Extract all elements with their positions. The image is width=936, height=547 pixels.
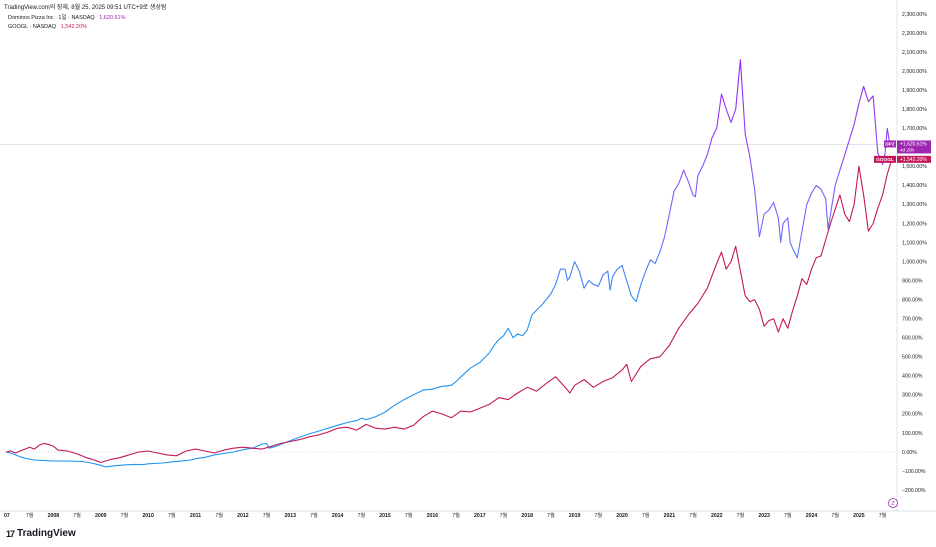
y-tick-label: 900.00% (902, 278, 923, 284)
x-tick-label: 7월 (642, 511, 650, 519)
y-tick-label: 2,100.00% (902, 50, 927, 56)
y-tick-label: 1,900.00% (902, 88, 927, 94)
y-tick-label: 1,800.00% (902, 107, 927, 113)
x-tick-label: 2025 (853, 513, 865, 519)
x-tick-label: 2024 (806, 513, 818, 519)
x-tick-label: 2018 (521, 513, 533, 519)
price-tag-symbol: GOOGL (876, 157, 894, 163)
x-tick-label: 2022 (711, 513, 723, 519)
y-tick-label: 400.00% (902, 374, 923, 380)
legend-label-googl: GOOGL · NASDAQ (8, 24, 57, 30)
x-tick-label: 2017 (474, 513, 486, 519)
z-order-badge-circle (888, 498, 898, 508)
y-tick-label: 2,000.00% (902, 69, 927, 75)
series-line-googl (5, 158, 893, 464)
x-tick-label: 7월 (121, 511, 129, 519)
x-tick-label: 7월 (500, 511, 508, 519)
x-tick-label: 7월 (358, 511, 366, 519)
x-axis: 07 7월 2008 7월 2009 7월 2010 7월 2011 7월 2012 7월 2013 7월… (4, 511, 887, 519)
legend-value-dpz: 1,620.61% (99, 15, 126, 21)
price-tag-symbol-bg (884, 140, 896, 148)
price-tag-dpz: DPZ +1,620.61%4d 20h (884, 140, 931, 154)
y-tick-label: 1,200.00% (902, 221, 927, 227)
x-tick-label: 7월 (594, 511, 602, 519)
x-tick-label: 2020 (616, 513, 628, 519)
price-tag-value-bg (897, 140, 931, 154)
x-tick-label: 2009 (95, 513, 107, 519)
y-tick-label: 1,400.00% (902, 183, 927, 189)
legend-item-googl[interactable]: GOOGL · NASDAQ 1,542.20% (8, 23, 126, 32)
price-tags: DPZ +1,620.61%4d 20h GOOGL +1,542.20% Z (874, 140, 931, 508)
chart-snapshot-note: TradingView.com의 장재, 8월 25, 2025 09:51 U… (4, 5, 167, 11)
series-line-dpz (5, 59, 893, 468)
x-tick-label: 2016 (427, 513, 439, 519)
x-tick-label: 07 (4, 513, 10, 519)
x-tick-label: 7월 (73, 511, 81, 519)
x-tick-label: 2019 (569, 513, 581, 519)
y-tick-label: 800.00% (902, 297, 923, 303)
y-tick-label: 1,700.00% (902, 126, 927, 132)
legend-value-googl: 1,542.20% (60, 24, 87, 30)
y-tick-label: 1,100.00% (902, 240, 927, 246)
x-tick-label: 7월 (310, 511, 318, 519)
y-tick-label: −200.00% (902, 488, 926, 494)
y-tick-label: 1,000.00% (902, 259, 927, 265)
y-tick-label: 2,200.00% (902, 31, 927, 37)
y-tick-label: 1,300.00% (902, 202, 927, 208)
price-tag-countdown: 4d 20h (900, 148, 914, 153)
y-tick-label: 0.00% (902, 450, 917, 456)
y-tick-label: 500.00% (902, 355, 923, 361)
x-tick-label: 7월 (168, 511, 176, 519)
tradingview-logo-icon: 17 (6, 528, 15, 539)
y-tick-label: 1,500.00% (902, 164, 927, 170)
x-tick-label: 7월 (737, 511, 745, 519)
x-tick-label: 2010 (142, 513, 154, 519)
x-tick-label: 7월 (689, 511, 697, 519)
series-layer (5, 59, 893, 468)
x-tick-label: 2021 (664, 513, 676, 519)
x-tick-label: 7월 (831, 511, 839, 519)
y-tick-label: 600.00% (902, 336, 923, 342)
price-tag-symbol: DPZ (885, 142, 895, 148)
legend-label-dpz: Dominos Pizza Inc · 1일 · NASDAQ (8, 15, 95, 21)
legend: Dominos Pizza Inc · 1일 · NASDAQ 1,620.61… (8, 14, 126, 32)
price-tag-symbol-bg (874, 155, 896, 163)
x-tick-label: 7월 (215, 511, 223, 519)
tradingview-logo[interactable]: 17 TradingView (6, 528, 76, 539)
x-tick-label: 2013 (285, 513, 297, 519)
x-tick-label: 2015 (379, 513, 391, 519)
y-tick-label: −100.00% (902, 469, 926, 475)
tradingview-logo-text: TradingView (17, 528, 76, 539)
z-order-badge-label: Z (891, 501, 895, 507)
legend-item-dpz[interactable]: Dominos Pizza Inc · 1일 · NASDAQ 1,620.61… (8, 14, 126, 23)
price-tag-googl: GOOGL +1,542.20% (874, 155, 931, 163)
y-tick-label: 300.00% (902, 393, 923, 399)
z-order-badge: Z (888, 498, 898, 508)
y-tick-label: 2,300.00% (902, 12, 927, 18)
x-tick-label: 7월 (784, 511, 792, 519)
x-tick-label: 2008 (48, 513, 60, 519)
x-tick-label: 2023 (758, 513, 770, 519)
x-tick-label: 7월 (26, 511, 34, 519)
x-tick-label: 7월 (879, 511, 887, 519)
x-tick-label: 7월 (547, 511, 555, 519)
price-tag-value: +1,542.20% (900, 157, 927, 163)
price-tag-value: +1,620.61% (900, 142, 927, 148)
x-tick-label: 2011 (190, 513, 201, 519)
price-tag-value-bg (897, 155, 931, 163)
y-tick-label: 700.00% (902, 316, 923, 322)
x-tick-label: 2012 (237, 513, 249, 519)
x-tick-label: 2014 (332, 513, 344, 519)
y-tick-label: 200.00% (902, 412, 923, 418)
y-axis: 2,300.00% 2,200.00% 2,100.00% 2,000.00% 1,90… (902, 12, 927, 494)
x-tick-label: 7월 (405, 511, 413, 519)
y-tick-label: 100.00% (902, 431, 923, 437)
x-tick-label: 7월 (263, 511, 271, 519)
x-tick-label: 7월 (452, 511, 460, 519)
